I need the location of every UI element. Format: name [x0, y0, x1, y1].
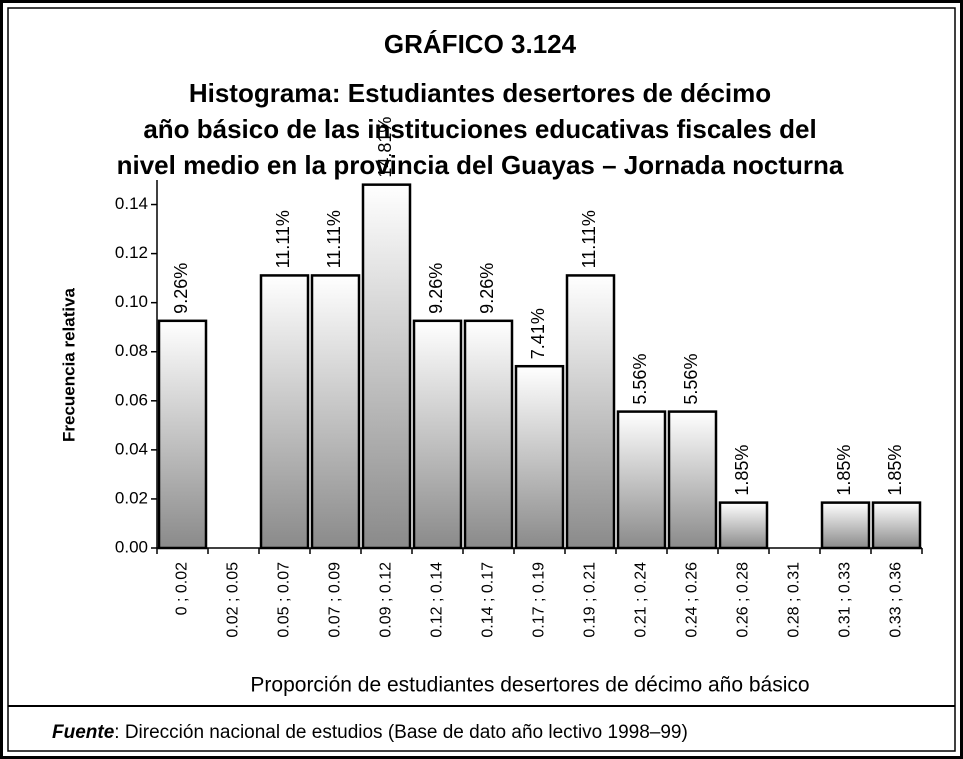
y-tick-label: 0.02	[115, 488, 148, 507]
value-label: 1.85%	[885, 445, 905, 496]
value-label: 9.26%	[171, 263, 191, 314]
bar	[157, 319, 208, 550]
chart-title: GRÁFICO 3.124	[384, 29, 577, 59]
bar	[616, 410, 667, 550]
bar	[259, 274, 310, 550]
source: Fuente: Dirección nacional de estudios (…	[52, 722, 688, 743]
value-label: 1.85%	[834, 445, 854, 496]
x-tick-label: 0.14 ; 0.17	[480, 562, 497, 638]
x-tick-label: 0.05 ; 0.07	[276, 562, 293, 638]
bar	[463, 319, 514, 550]
x-tick-label: 0.12 ; 0.14	[429, 562, 446, 638]
bar	[412, 319, 463, 550]
x-tick-label: 0.17 ; 0.19	[531, 562, 548, 638]
x-tick-label: 0 ; 0.02	[174, 562, 191, 615]
y-tick-label: 0.00	[115, 537, 148, 556]
value-label: 11.11%	[579, 210, 599, 268]
value-label: 11.11%	[273, 210, 293, 268]
value-label: 9.26%	[426, 263, 446, 314]
value-label: 5.56%	[681, 354, 701, 405]
y-tick-label: 0.06	[115, 390, 148, 409]
chart-subtitle: año básico de las instituciones educativ…	[143, 114, 816, 144]
value-label: 11.11%	[324, 210, 344, 268]
x-tick-label: 0.21 ; 0.24	[633, 562, 650, 638]
y-axis-label: Frecuencia relativa	[59, 287, 78, 442]
x-tick-label: 0.24 ; 0.26	[684, 562, 701, 638]
chart-subtitle: nivel medio en la provincia del Guayas –…	[117, 150, 844, 180]
x-tick-label: 0.26 ; 0.28	[735, 562, 752, 638]
bar	[310, 274, 361, 550]
bar	[871, 501, 922, 550]
x-tick-label: 0.19 ; 0.21	[582, 562, 599, 638]
y-tick-label: 0.10	[115, 292, 148, 311]
value-label: 5.56%	[630, 354, 650, 405]
bar	[718, 501, 769, 550]
y-tick-label: 0.04	[115, 439, 148, 458]
bar	[361, 183, 412, 550]
value-label: 14.81%	[375, 117, 395, 178]
x-tick-label: 0.07 ; 0.09	[327, 562, 344, 638]
chart-subtitle: Histograma: Estudiantes desertores de dé…	[189, 78, 771, 108]
value-label: 1.85%	[732, 445, 752, 496]
x-tick-label: 0.09 ; 0.12	[378, 562, 395, 638]
x-tick-label: 0.28 ; 0.31	[786, 562, 803, 638]
bar	[667, 410, 718, 550]
x-tick-label: 0.31 ; 0.33	[837, 562, 854, 638]
value-label: 7.41%	[528, 308, 548, 359]
inner-frame	[7, 7, 956, 752]
y-tick-label: 0.12	[115, 243, 148, 262]
x-tick-label: 0.33 ; 0.36	[888, 562, 905, 638]
y-tick-label: 0.14	[115, 194, 148, 213]
bar	[820, 501, 871, 550]
y-tick-label: 0.08	[115, 341, 148, 360]
x-axis-label: Proporción de estudiantes desertores de …	[250, 674, 809, 697]
source-text: : Dirección nacional de estudios (Base d…	[114, 722, 688, 743]
bar	[514, 364, 565, 550]
x-tick-label: 0.02 ; 0.05	[225, 562, 242, 638]
value-label: 9.26%	[477, 263, 497, 314]
source-label: Fuente	[52, 722, 115, 743]
bar	[565, 274, 616, 550]
